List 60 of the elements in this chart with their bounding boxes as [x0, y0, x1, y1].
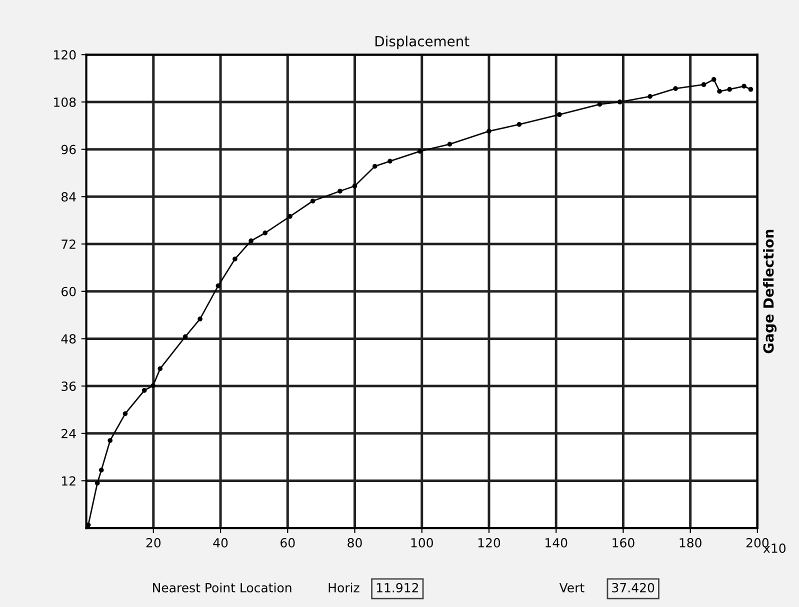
x-tick-label: 120	[478, 538, 500, 548]
point	[417, 148, 422, 154]
x-tick-label: 20	[146, 538, 161, 548]
y-axis-title: Gage Deflection	[763, 230, 777, 354]
point	[98, 468, 104, 473]
chart-title: Displacement	[375, 36, 470, 50]
x-tick-label: 40	[213, 538, 228, 548]
point	[447, 142, 452, 147]
point	[150, 383, 156, 388]
point	[352, 184, 358, 188]
point	[288, 214, 292, 219]
x-tick-label: 100	[411, 538, 433, 548]
point	[557, 112, 562, 118]
x-tick-label: 140	[546, 538, 568, 548]
point	[338, 188, 342, 194]
point	[742, 84, 746, 89]
y-tick-label: 72	[62, 239, 76, 249]
y-tick-label: 96	[61, 144, 76, 154]
point	[198, 316, 202, 322]
point	[108, 438, 113, 443]
point	[597, 102, 602, 107]
y-tick-label: 84	[62, 192, 76, 202]
text: Vert	[559, 583, 584, 592]
point	[94, 480, 100, 486]
point	[248, 238, 254, 244]
point	[232, 256, 238, 262]
y-tick-label: 36	[62, 382, 76, 391]
point	[310, 198, 316, 204]
y-tick-label: 24	[62, 428, 76, 438]
point	[617, 100, 622, 104]
point	[262, 230, 268, 236]
y-tick-label: 120	[54, 50, 76, 60]
y-tick-label: 12	[62, 476, 76, 486]
text: Horiz	[328, 582, 360, 592]
point	[648, 94, 652, 99]
point	[717, 88, 722, 94]
point	[372, 164, 378, 169]
x-tick-label: 180	[680, 538, 702, 548]
x-tick-label: 80	[348, 538, 362, 548]
point	[711, 77, 716, 82]
point	[486, 128, 492, 134]
text: 11.912	[376, 582, 418, 592]
point	[701, 82, 706, 88]
point	[122, 411, 128, 416]
text: Nearest Point Location	[153, 582, 292, 592]
x-tick-label: 60	[280, 538, 295, 548]
x-tick-label: 160	[612, 538, 634, 548]
point	[142, 388, 147, 393]
y-tick-label: 108	[54, 97, 76, 107]
point	[516, 122, 522, 127]
point	[727, 86, 732, 92]
point	[158, 366, 163, 372]
point	[673, 86, 678, 91]
point	[182, 334, 188, 340]
point	[748, 86, 754, 92]
point	[216, 283, 221, 288]
y-tick-label: 60	[62, 286, 76, 296]
text: 37.420	[612, 582, 654, 592]
y-tick-label: 48	[61, 334, 76, 344]
point	[388, 158, 392, 164]
